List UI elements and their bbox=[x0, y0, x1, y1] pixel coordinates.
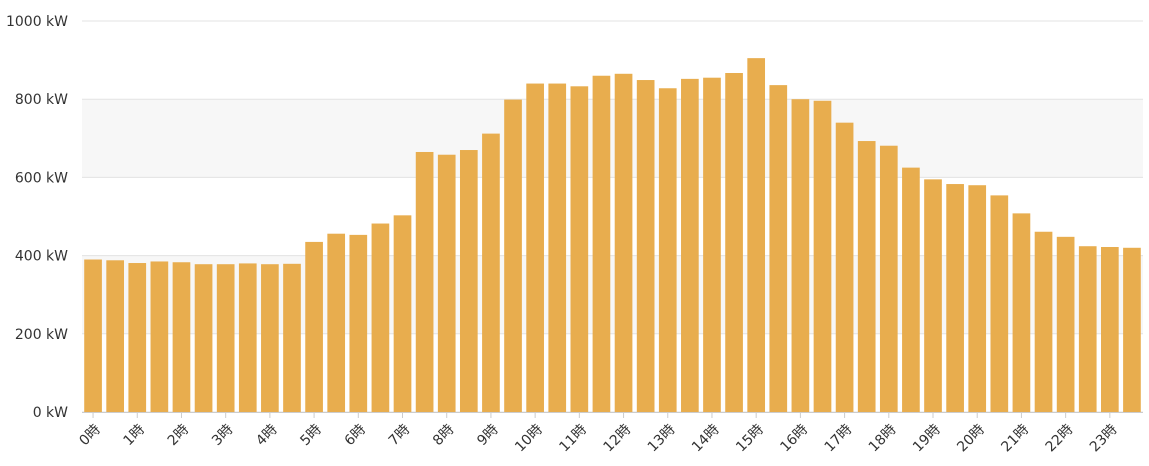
x-tick-label: 8時 bbox=[430, 422, 458, 450]
x-tick-label: 0時 bbox=[76, 422, 104, 450]
bar-3-00 bbox=[216, 264, 235, 412]
y-tick-label: 800 kW bbox=[15, 92, 68, 108]
bar-12-00 bbox=[614, 73, 633, 412]
x-tick-label: 7時 bbox=[386, 422, 414, 450]
bar-14-00 bbox=[703, 77, 721, 412]
bar-21-00 bbox=[1012, 213, 1031, 412]
bar-0-00 bbox=[84, 259, 102, 412]
bar-10-00 bbox=[526, 83, 544, 412]
bar-2-30 bbox=[194, 264, 213, 412]
bar-12-30 bbox=[636, 80, 655, 412]
x-tick-label: 17時 bbox=[822, 422, 856, 456]
background-band bbox=[82, 99, 1143, 178]
bar-13-00 bbox=[658, 88, 677, 412]
bar-23-00 bbox=[1101, 246, 1119, 412]
x-tick-label: 12時 bbox=[601, 422, 635, 456]
x-tick-label: 19時 bbox=[910, 422, 944, 456]
bar-9-00 bbox=[482, 133, 500, 412]
bar-7-30 bbox=[415, 151, 434, 413]
x-tick-label: 3時 bbox=[209, 422, 237, 450]
bar-23-30 bbox=[1123, 247, 1141, 412]
x-tick-label: 11時 bbox=[556, 422, 590, 456]
y-tick-label: 200 kW bbox=[15, 327, 68, 343]
bar-11-00 bbox=[570, 86, 589, 412]
bar-3-30 bbox=[238, 263, 257, 412]
bar-15-00 bbox=[747, 58, 766, 413]
bar-4-30 bbox=[283, 263, 301, 412]
x-tick-label: 23時 bbox=[1087, 422, 1121, 456]
bar-1-30 bbox=[150, 261, 169, 412]
bar-20-00 bbox=[968, 185, 987, 412]
bar-5-00 bbox=[305, 241, 323, 412]
bar-17-30 bbox=[857, 141, 876, 413]
x-tick-label: 1時 bbox=[121, 422, 149, 450]
x-tick-label: 20時 bbox=[954, 422, 988, 456]
bar-4-00 bbox=[261, 264, 279, 412]
x-tick-label: 16時 bbox=[777, 422, 811, 456]
x-tick-label: 13時 bbox=[645, 422, 679, 456]
bar-17-00 bbox=[835, 122, 854, 412]
bar-22-30 bbox=[1078, 246, 1097, 412]
bar-0-30 bbox=[106, 260, 124, 412]
background-band bbox=[82, 255, 1143, 334]
bar-2-00 bbox=[172, 262, 191, 412]
bar-6-00 bbox=[349, 234, 368, 412]
bar-7-00 bbox=[393, 215, 412, 412]
y-tick-label: 0 kW bbox=[33, 405, 68, 421]
bar-19-00 bbox=[924, 179, 942, 412]
bar-9-30 bbox=[504, 99, 522, 412]
bar-18-30 bbox=[902, 167, 920, 412]
bar-16-00 bbox=[791, 99, 810, 412]
bar-14-30 bbox=[725, 73, 743, 413]
bar-15-30 bbox=[769, 85, 788, 413]
bar-8-30 bbox=[459, 150, 478, 412]
x-tick-label: 15時 bbox=[733, 422, 767, 456]
y-tick-label: 1000 kW bbox=[6, 14, 68, 30]
x-axis-ticks: 0時 1時 2時 3時 4時 5時 6時 7時 8時 9時 10時 11時 12時 13時 14時 15時 16… bbox=[76, 412, 1121, 456]
x-tick-label: 22時 bbox=[1043, 422, 1077, 456]
y-axis-ticks: 0 kW 200 kW 400 kW 600 kW 800 kW 1000 kW bbox=[6, 14, 68, 421]
x-tick-label: 18時 bbox=[866, 422, 900, 456]
bar-1-00 bbox=[128, 263, 147, 412]
x-tick-label: 2時 bbox=[165, 422, 193, 450]
bar-19-30 bbox=[946, 184, 964, 412]
x-tick-label: 6時 bbox=[342, 422, 370, 450]
x-tick-label: 10時 bbox=[512, 422, 546, 456]
x-tick-label: 9時 bbox=[474, 422, 502, 450]
bar-13-30 bbox=[681, 78, 699, 413]
background-bands bbox=[82, 99, 1143, 334]
bar-11-30 bbox=[592, 75, 611, 413]
bar-22-00 bbox=[1056, 236, 1075, 412]
bar-6-30 bbox=[371, 223, 390, 412]
x-tick-label: 4時 bbox=[253, 422, 281, 450]
bar-21-30 bbox=[1034, 231, 1053, 412]
x-tick-label: 14時 bbox=[689, 422, 723, 456]
bar-5-30 bbox=[327, 233, 346, 412]
x-tick-label: 5時 bbox=[297, 422, 325, 450]
bar-20-30 bbox=[990, 195, 1009, 412]
bars bbox=[84, 58, 1141, 413]
bar-16-30 bbox=[813, 100, 832, 412]
bar-18-00 bbox=[879, 145, 898, 412]
bar-8-00 bbox=[437, 154, 456, 413]
y-tick-label: 600 kW bbox=[15, 170, 68, 186]
x-tick-label: 21時 bbox=[998, 422, 1032, 456]
bar-10-30 bbox=[548, 83, 567, 412]
y-tick-label: 400 kW bbox=[15, 249, 68, 265]
